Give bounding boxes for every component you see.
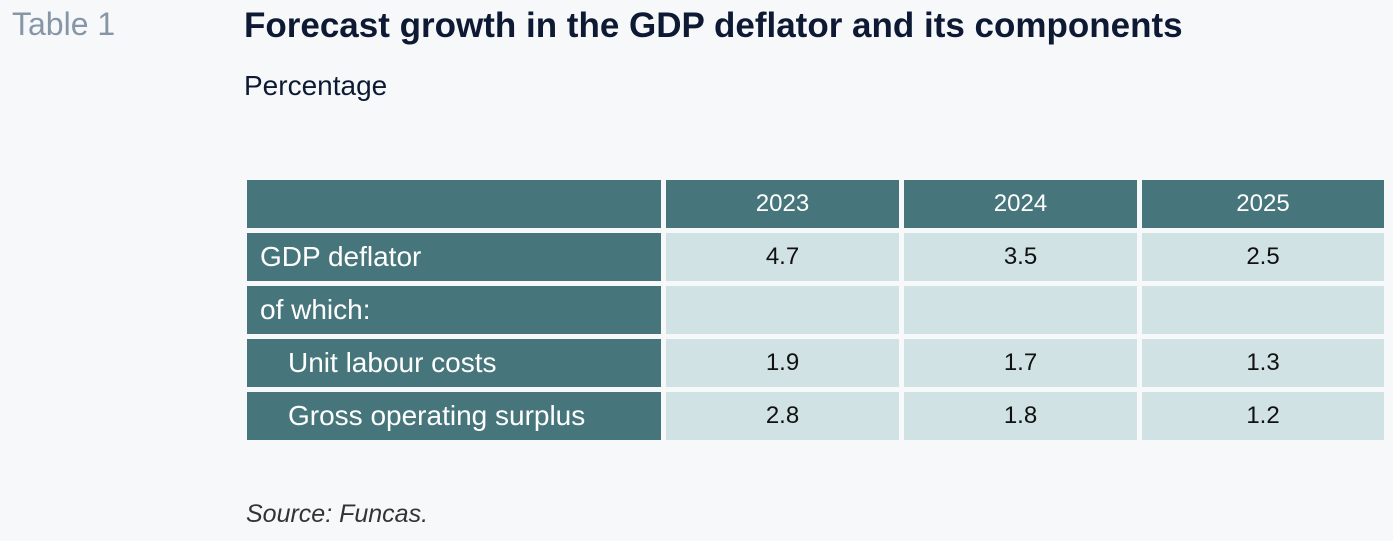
table-cell [904, 286, 1137, 334]
source-note: Source: Funcas. [246, 500, 429, 528]
table-cell [1142, 286, 1384, 334]
table-cell: 1.3 [1142, 339, 1384, 387]
table-row: of which: [247, 286, 1384, 334]
row-label-of-which: of which: [247, 286, 661, 334]
table-cell: 1.2 [1142, 392, 1384, 440]
row-label-unit-labour-costs: Unit labour costs [247, 339, 661, 387]
table-cell: 1.8 [904, 392, 1137, 440]
table-row: GDP deflator 4.7 3.5 2.5 [247, 233, 1384, 281]
table-row: Gross operating surplus 2.8 1.8 1.2 [247, 392, 1384, 440]
table-header-row: 2023 2024 2025 [247, 180, 1384, 228]
table-cell: 4.7 [666, 233, 899, 281]
row-label-gdp-deflator: GDP deflator [247, 233, 661, 281]
table-row: Unit labour costs 1.9 1.7 1.3 [247, 339, 1384, 387]
table-cell: 2.8 [666, 392, 899, 440]
data-table: 2023 2024 2025 GDP deflator 4.7 3.5 2.5 … [242, 175, 1389, 445]
column-header-2025: 2025 [1142, 180, 1384, 228]
table-cell [666, 286, 899, 334]
table-cell: 2.5 [1142, 233, 1384, 281]
page-title: Forecast growth in the GDP deflator and … [244, 6, 1183, 45]
table-cell: 1.7 [904, 339, 1137, 387]
column-header-2023: 2023 [666, 180, 899, 228]
row-label-gross-operating-surplus: Gross operating surplus [247, 392, 661, 440]
column-header-label [247, 180, 661, 228]
column-header-2024: 2024 [904, 180, 1137, 228]
table-cell: 1.9 [666, 339, 899, 387]
page-subtitle: Percentage [244, 70, 388, 101]
table-number: Table 1 [12, 6, 116, 42]
table-cell: 3.5 [904, 233, 1137, 281]
